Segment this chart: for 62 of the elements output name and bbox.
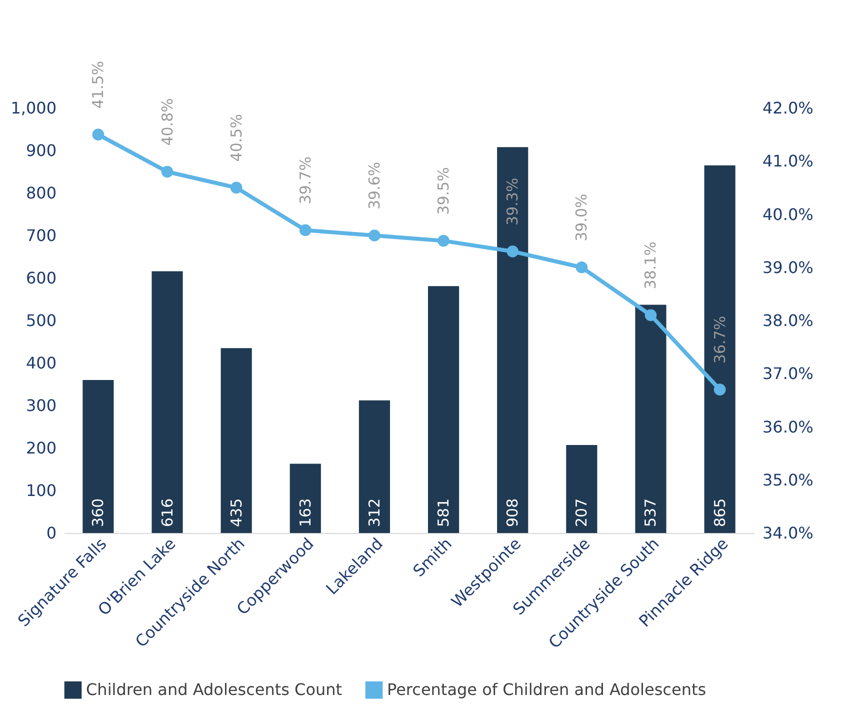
y2-tick-label: 37.0% (762, 364, 814, 384)
data-label: 908 (504, 498, 522, 527)
y2-tick-label: 42.0% (762, 98, 814, 118)
data-label: 39.3% (504, 178, 522, 226)
bar (704, 165, 736, 533)
y2-tick-label: 38.0% (762, 311, 814, 330)
y-tick-label: 700 (26, 226, 56, 245)
point (230, 182, 242, 194)
data-label: 435 (227, 498, 246, 527)
y-tick-label: 900 (26, 141, 56, 160)
data-label: 38.1% (642, 242, 660, 290)
y-tick-label: 300 (26, 396, 56, 415)
data-label: 865 (710, 498, 729, 527)
y-tick-label: 0 (46, 524, 56, 542)
point (714, 384, 726, 396)
data-label: 39.5% (434, 167, 453, 215)
y2-tick-label: 40.0% (762, 204, 814, 224)
data-label: 41.5% (89, 60, 108, 109)
data-label: 207 (572, 498, 591, 527)
y2-tick-label: 34.0% (762, 524, 814, 542)
point (438, 234, 450, 247)
data-label: 616 (158, 498, 176, 527)
legend-label: Children and Adolescents Count (86, 680, 342, 700)
bar (82, 380, 114, 533)
data-label: 537 (642, 498, 660, 527)
data-label: 40.5% (227, 114, 246, 162)
y-tick-label: 1,000 (10, 98, 56, 118)
bar (290, 464, 321, 533)
bar (220, 348, 252, 533)
y-tick-label: 200 (26, 438, 56, 458)
y-tick-label: 100 (26, 481, 56, 500)
data-label: 39.7% (296, 156, 314, 204)
data-label: 40.8% (158, 98, 176, 146)
point (299, 224, 312, 236)
bar (152, 271, 183, 533)
bar (566, 445, 598, 533)
bar (635, 304, 666, 533)
point (161, 166, 174, 178)
bar (358, 400, 390, 533)
y2-tick-label: 36.0% (762, 417, 814, 436)
bar (428, 286, 460, 533)
y-tick-label: 800 (26, 184, 56, 202)
y-tick-label: 500 (26, 311, 56, 330)
data-label: 360 (89, 498, 108, 527)
data-label: 36.7% (710, 316, 729, 364)
point (368, 230, 380, 242)
y2-tick-label: 41.0% (762, 152, 814, 171)
y2-tick-label: 39.0% (762, 258, 814, 277)
point (92, 128, 104, 140)
data-label: 163 (296, 498, 314, 527)
y-tick-label: 600 (26, 268, 56, 288)
point (576, 261, 588, 274)
data-label: 581 (434, 498, 453, 527)
point (506, 246, 519, 258)
y-tick-label: 400 (26, 354, 56, 372)
bar (497, 147, 528, 533)
data-label: 39.0% (572, 194, 591, 242)
data-label: 39.6% (365, 162, 384, 210)
data-label: 312 (365, 498, 384, 527)
legend-label: Percentage of Children and Adolescents (387, 680, 706, 700)
y2-tick-label: 35.0% (762, 470, 814, 490)
point (644, 309, 657, 322)
